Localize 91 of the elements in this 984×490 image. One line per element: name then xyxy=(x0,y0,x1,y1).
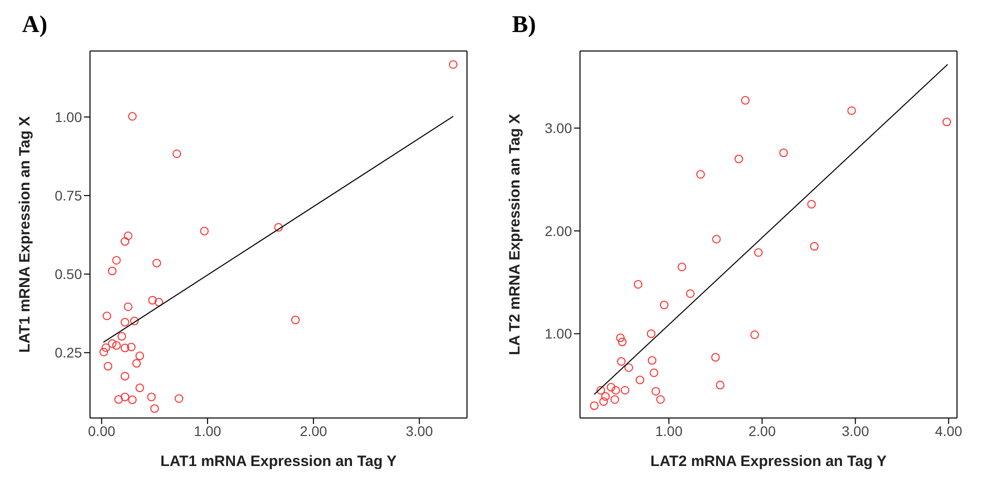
y-tick-label: 0.25 xyxy=(54,344,82,361)
point xyxy=(120,392,130,402)
point xyxy=(120,318,130,326)
point xyxy=(154,298,164,306)
point xyxy=(124,231,132,240)
y-tick-label: 1.00 xyxy=(54,108,82,125)
point xyxy=(150,404,159,413)
point xyxy=(779,148,788,158)
point xyxy=(716,380,724,390)
x-tick-label: 3.00 xyxy=(842,422,870,439)
x-tick-label: 0.00 xyxy=(88,422,116,439)
point xyxy=(711,353,720,362)
point xyxy=(112,256,121,265)
point xyxy=(102,343,110,352)
point xyxy=(734,154,744,164)
chart-title: A) xyxy=(22,12,48,39)
point xyxy=(135,351,144,360)
x-tick-label: 1.00 xyxy=(194,422,222,439)
x-axis-title: LAT2 mRNA Expression an Tag Y xyxy=(650,453,887,470)
x-axis-title: LAT1 mRNA Expression an Tag Y xyxy=(160,453,397,470)
y-tick-label: 1.00 xyxy=(544,326,572,342)
point xyxy=(147,392,156,402)
point xyxy=(942,118,952,126)
x-tick-label: 4.00 xyxy=(934,422,962,439)
x-tick-label: 2.00 xyxy=(748,422,776,439)
point xyxy=(120,344,130,352)
point xyxy=(114,395,123,404)
point xyxy=(652,386,660,396)
point xyxy=(686,289,695,298)
point xyxy=(678,262,686,272)
point xyxy=(590,401,599,410)
point xyxy=(810,242,819,251)
y-tick-label: 0.50 xyxy=(54,266,82,282)
point xyxy=(712,234,721,244)
y-axis-title: LA T2 mRNA Expression an Tag X xyxy=(506,114,524,356)
point xyxy=(618,338,627,346)
point xyxy=(99,348,108,356)
point xyxy=(847,106,856,115)
point xyxy=(200,226,209,236)
point xyxy=(152,258,162,268)
point xyxy=(448,60,458,69)
y-tick-label: 2.00 xyxy=(544,222,572,239)
point xyxy=(807,200,816,208)
point xyxy=(274,222,283,232)
chart-title: B) xyxy=(512,12,536,39)
point xyxy=(291,316,300,324)
point xyxy=(656,395,665,404)
point xyxy=(611,386,620,395)
point xyxy=(634,280,642,289)
point xyxy=(636,376,644,384)
x-tick-label: 1.00 xyxy=(655,422,683,439)
point xyxy=(696,170,705,179)
point xyxy=(132,359,141,368)
point xyxy=(596,386,606,395)
point xyxy=(620,386,630,395)
point xyxy=(108,339,117,348)
point xyxy=(148,296,157,304)
y-tick-label: 0.75 xyxy=(54,188,82,204)
point xyxy=(127,342,136,352)
point xyxy=(120,237,130,246)
point xyxy=(128,112,137,121)
point xyxy=(617,357,626,366)
y-axis-title: LAT1 mRNA Expression an Tag X xyxy=(16,116,34,353)
point xyxy=(646,329,656,338)
point xyxy=(102,312,112,320)
point xyxy=(174,394,184,403)
point xyxy=(104,362,112,370)
point xyxy=(660,300,669,310)
point xyxy=(108,266,117,276)
point xyxy=(754,248,763,257)
point xyxy=(750,330,759,340)
point xyxy=(120,372,130,381)
point xyxy=(648,356,656,365)
point xyxy=(172,149,182,158)
x-tick-label: 3.00 xyxy=(406,422,434,439)
point xyxy=(135,384,144,392)
point xyxy=(599,397,608,406)
point xyxy=(650,368,658,378)
point xyxy=(741,96,750,105)
point xyxy=(606,382,616,392)
point xyxy=(616,334,625,342)
point xyxy=(117,332,126,341)
y-tick-label: 3.00 xyxy=(544,120,572,136)
point xyxy=(130,316,139,326)
point xyxy=(624,363,634,372)
point xyxy=(124,302,132,312)
point xyxy=(128,395,137,404)
point xyxy=(601,392,610,401)
point xyxy=(610,395,620,404)
x-tick-label: 2.00 xyxy=(300,422,328,439)
point xyxy=(112,341,121,350)
